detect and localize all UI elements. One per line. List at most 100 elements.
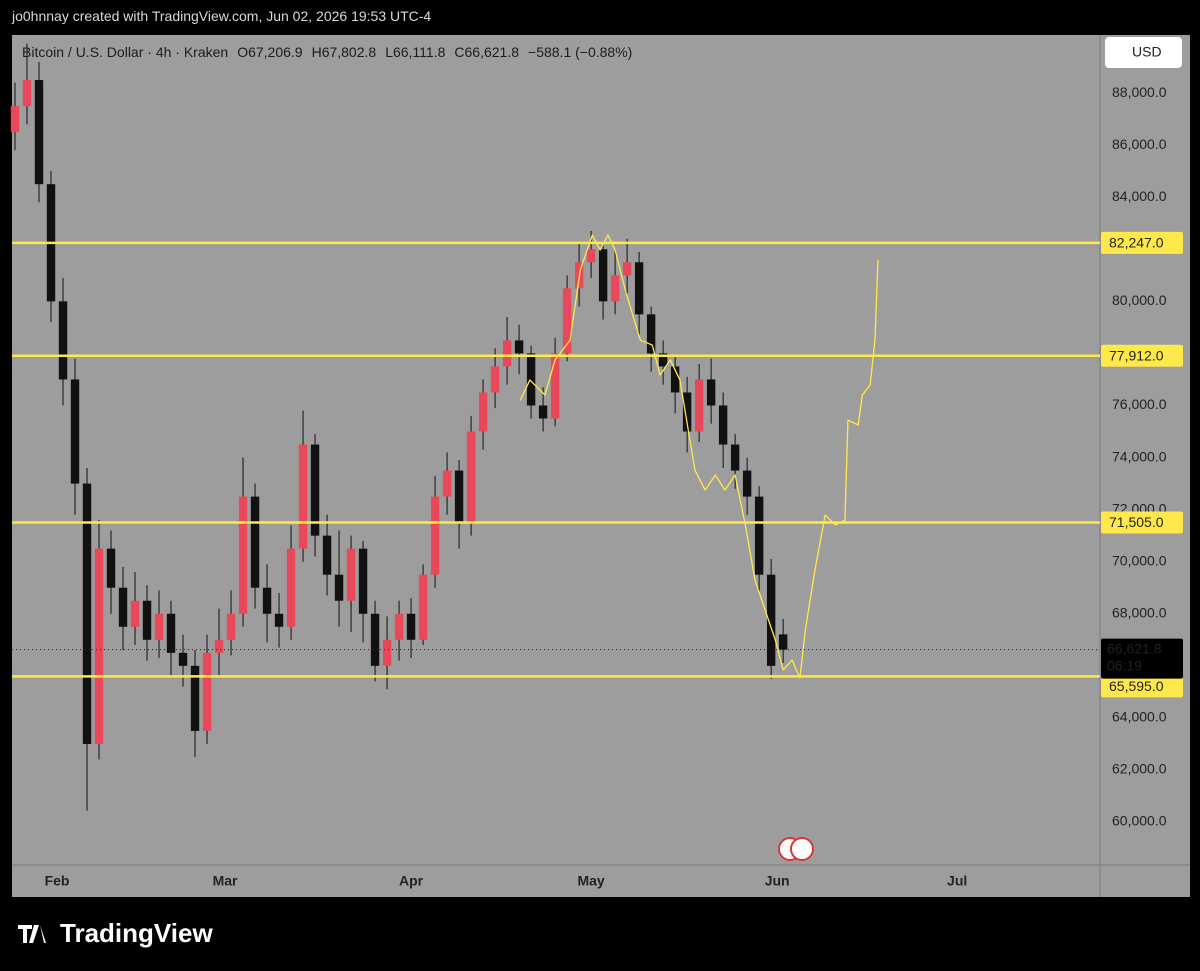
candle-body [538, 405, 548, 419]
level-label: 77,912.0 [1109, 347, 1164, 363]
candle-body [178, 652, 188, 666]
candle-body [70, 379, 80, 484]
candle-body [658, 353, 668, 367]
candle-body [778, 634, 788, 650]
x-tick-label: Mar [213, 873, 238, 889]
candle-body [322, 535, 332, 575]
candle-body [358, 548, 368, 614]
candle-body [634, 262, 644, 315]
candle-body [754, 496, 764, 575]
ohlc-value: −588.1 (−0.88%) [528, 44, 633, 60]
last-price-label: 66,621.8 [1107, 640, 1162, 656]
candle-body [310, 444, 320, 536]
x-tick-label: Apr [399, 873, 424, 889]
level-label-box [1101, 231, 1183, 254]
candle-body [730, 444, 740, 471]
y-tick-label: 60,000.0 [1112, 813, 1167, 829]
candle-body [466, 431, 476, 523]
currency-button[interactable] [1105, 37, 1182, 68]
candle-body [10, 106, 20, 133]
candle-body [694, 379, 704, 432]
y-tick-label: 80,000.0 [1112, 292, 1167, 308]
candle-body [130, 600, 140, 627]
candle-body [682, 392, 692, 432]
level-label-box [1101, 675, 1183, 698]
candle-body [382, 639, 392, 666]
candle-body [346, 548, 356, 601]
candle-body [166, 613, 176, 653]
candle-body [370, 613, 380, 666]
candle-body [298, 444, 308, 549]
candle-body [598, 249, 608, 302]
candle-body [718, 405, 728, 445]
candle-body [214, 639, 224, 653]
y-tick-label: 86,000.0 [1112, 136, 1167, 152]
credit: jo0hnnay created with TradingView.com, J… [12, 8, 432, 24]
candle-body [670, 366, 680, 393]
candle-body [622, 262, 632, 276]
ohlc-value: O67,206.9 [237, 44, 303, 60]
currency-label[interactable]: USD [1132, 44, 1162, 60]
candle-body [514, 340, 524, 354]
y-tick-label: 76,000.0 [1112, 396, 1167, 412]
y-tick-label: 74,000.0 [1112, 448, 1167, 464]
event-icon[interactable] [778, 837, 814, 861]
candle-body [442, 470, 452, 497]
candle-body [154, 613, 164, 640]
candle-body [202, 652, 212, 731]
candle-body [34, 80, 44, 185]
candle-body [502, 340, 512, 367]
candle-body [406, 613, 416, 640]
candle-body [490, 366, 500, 393]
y-tick-label: 62,000.0 [1112, 761, 1167, 777]
candle-body [190, 665, 200, 731]
candle-body [742, 470, 752, 497]
candle-body [418, 574, 428, 640]
candle-body [766, 574, 776, 666]
candle-body [94, 548, 104, 744]
x-tick-label: May [577, 873, 604, 889]
candle-body [646, 314, 656, 354]
candle-body [22, 80, 32, 107]
y-tick-label: 88,000.0 [1112, 84, 1167, 100]
candle-body [274, 613, 284, 627]
level-label-box [1101, 344, 1183, 367]
ohlc-value: H67,802.8 [311, 44, 377, 60]
y-tick-label: 68,000.0 [1112, 604, 1167, 620]
candle-body [610, 275, 620, 302]
candle-body [82, 483, 92, 744]
level-label-box [1101, 511, 1183, 534]
candle-body [562, 288, 572, 354]
symbol-title: Bitcoin / U.S. Dollar · 4h · Kraken [22, 44, 229, 60]
candle-body [526, 353, 536, 406]
countdown-label: 06:19 [1107, 657, 1142, 673]
candle-body [58, 301, 68, 380]
ohlc-value: L66,111.8 [385, 44, 446, 60]
y-tick-label: 70,000.0 [1112, 552, 1167, 568]
level-label: 65,595.0 [1109, 678, 1164, 694]
level-label: 71,505.0 [1109, 514, 1164, 530]
x-tick-label: Feb [45, 873, 70, 889]
candle-body [286, 548, 296, 627]
ohlc-value: C66,621.8 [454, 44, 520, 60]
x-tick-label: Jul [947, 873, 967, 889]
candle-body [262, 587, 272, 614]
candle-body [394, 613, 404, 640]
y-tick-label: 64,000.0 [1112, 709, 1167, 725]
brand-logo [18, 925, 46, 943]
candle-body [106, 548, 116, 588]
candle-body [454, 470, 464, 523]
candle-body [250, 496, 260, 588]
chart-background [12, 35, 1190, 897]
candle-body [334, 574, 344, 601]
last-price-box [1101, 638, 1183, 679]
candle-body [550, 353, 560, 419]
candle-body [118, 587, 128, 627]
level-label: 82,247.0 [1109, 235, 1164, 251]
x-tick-label: Jun [765, 873, 790, 889]
brand-name: TradingView [60, 918, 213, 948]
candle-body [478, 392, 488, 432]
candle-body [586, 249, 596, 263]
